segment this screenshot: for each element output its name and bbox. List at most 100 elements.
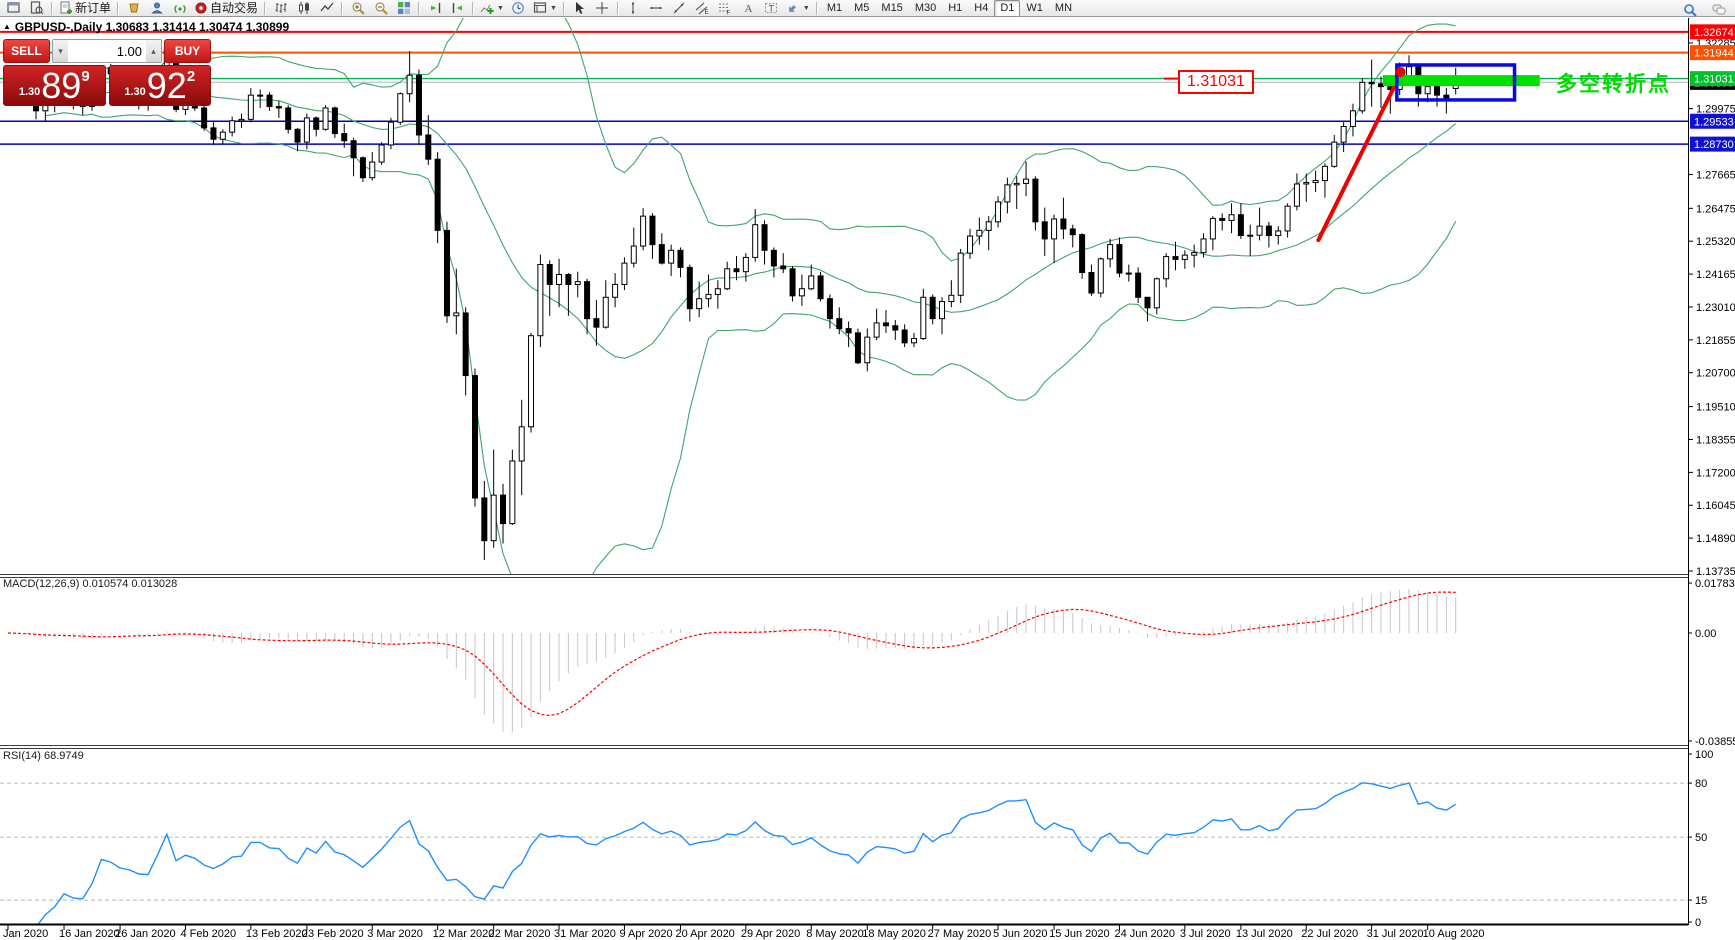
chart-window-icon-icon [6,1,21,15]
text-button[interactable]: A [737,0,760,17]
label-icon: T [764,1,778,15]
fibonacci-button[interactable]: F [714,0,737,17]
svg-text:16 Jan 2020: 16 Jan 2020 [59,928,120,940]
toolbar: 新订单 自动交易 ▼ ▼ E F A T ▼ M1 M5 M15 M30 H1 H4 D1 W1 MN [0,0,1735,17]
svg-text:31 Jul 2020: 31 Jul 2020 [1367,928,1424,940]
svg-text:3 Jul 2020: 3 Jul 2020 [1180,928,1231,940]
sell-price-display[interactable]: 1.30 89 9 [3,65,106,106]
rsi-panel [0,782,1688,924]
auto-scroll-button[interactable] [446,0,469,17]
svg-text:13 Jul 2020: 13 Jul 2020 [1236,928,1293,940]
svg-text:1.25320: 1.25320 [1696,236,1735,248]
timeframe-d1-button[interactable]: D1 [994,0,1021,17]
timeframe-mn-button[interactable]: MN [1054,1,1073,14]
svg-text:50: 50 [1695,832,1707,844]
buy-price-figure: 1.30 [124,86,146,98]
fibonacci-icon: F [718,1,732,15]
svg-text:E: E [705,10,709,15]
templates-button[interactable]: ▼ [530,0,560,17]
candlestick-chart-button[interactable] [292,0,315,17]
cursor-button[interactable] [568,0,591,17]
toolbar-separator [341,1,344,15]
green-band-annotation [1382,75,1540,87]
svg-text:1.31031: 1.31031 [1694,74,1734,86]
styles-icon[interactable] [122,0,145,17]
svg-text:A: A [745,3,753,15]
chevron-down-icon: ▼ [802,4,810,12]
svg-text:22 Jul 2020: 22 Jul 2020 [1301,928,1358,940]
new-order-button[interactable]: 新订单 [56,0,114,17]
timeframe-m30-button[interactable]: M30 [914,1,937,14]
label-button[interactable]: T [760,0,783,17]
svg-text:1.13735: 1.13735 [1696,566,1735,578]
toolbar-separator [616,1,619,15]
zoom-out-icon [374,1,388,15]
profile-icon[interactable] [145,0,168,17]
vertical-line-button[interactable] [622,0,645,17]
price-level-callout[interactable]: 1.31031 [1178,70,1254,94]
svg-text:1.14890: 1.14890 [1696,533,1735,545]
indicators-icon [480,1,494,15]
timeframe-w1-button[interactable]: W1 [1026,1,1043,14]
buy-price-pipette: 2 [186,68,196,85]
zoom-in-button[interactable] [346,0,369,17]
volume-decrease-button[interactable]: ▾ [53,40,68,62]
new-order-icon [59,1,73,15]
print-preview-icon[interactable] [25,0,48,17]
symbol-marker-icon: ▲ [3,22,11,31]
svg-text:4 Feb 2020: 4 Feb 2020 [180,928,236,940]
svg-text:T: T [769,4,775,14]
svg-text:F: F [727,11,731,16]
cursor-icon [572,1,586,15]
timeframe-h1-button[interactable]: H1 [948,1,963,14]
buy-button[interactable]: BUY [164,39,211,63]
auto-scroll-icon [451,1,465,15]
timeframe-m15-button[interactable]: M15 [881,1,903,14]
trendline-button[interactable] [668,0,691,17]
volume-increase-button[interactable]: ▴ [146,40,161,62]
horizontal-line-button[interactable] [645,0,668,17]
svg-text:8 May 2020: 8 May 2020 [806,928,863,940]
svg-text:1.26475: 1.26475 [1696,203,1735,215]
price-scale: 1.322851.299751.276651.264751.253201.241… [1688,24,1735,929]
svg-text:1.23010: 1.23010 [1696,302,1735,314]
sell-button[interactable]: SELL [3,39,50,63]
sell-price-figure: 1.30 [18,86,41,98]
auto-trading-button[interactable]: 自动交易 [191,0,261,17]
indicators-button[interactable]: ▼ [477,0,507,17]
svg-text:1.28730: 1.28730 [1694,139,1734,151]
rsi-indicator-label: RSI(14) 68.9749 [3,750,84,762]
chart-window-icon[interactable] [2,0,25,17]
sell-price-pipette: 9 [81,68,90,85]
zoom-out-button[interactable] [369,0,392,17]
trendline-icon [672,1,686,15]
bar-chart-icon [274,1,288,15]
volume-input[interactable] [68,40,146,62]
profile-icon-icon [150,1,164,15]
channel-button[interactable]: E [691,0,714,17]
timeframe-m5-button[interactable]: M5 [854,1,870,14]
svg-text:13 Feb 2020: 13 Feb 2020 [246,928,308,940]
timeframe-m1-button[interactable]: M1 [826,1,843,14]
chart-shift-button[interactable] [423,0,446,17]
text-icon: A [741,1,755,15]
bar-chart-button[interactable] [269,0,292,17]
vertical-line-icon [626,1,640,15]
toolbar-separator [562,1,565,15]
signals-icon[interactable] [168,0,191,17]
arrows-icon [786,1,800,15]
channel-icon: E [695,1,709,15]
line-chart-button[interactable] [315,0,338,17]
buy-price-display[interactable]: 1.30 92 2 [108,65,211,106]
crosshair-button[interactable] [591,0,614,17]
tile-windows-button[interactable] [392,0,415,17]
svg-text:0.00: 0.00 [1695,628,1716,640]
timeframe-h4-button[interactable]: H4 [974,1,989,14]
arrows-button[interactable]: ▼ [783,0,813,17]
search-icon[interactable] [1678,1,1701,18]
chat-icon[interactable] [1707,1,1730,18]
periods-button[interactable] [507,0,530,17]
styles-icon-icon [127,1,141,15]
